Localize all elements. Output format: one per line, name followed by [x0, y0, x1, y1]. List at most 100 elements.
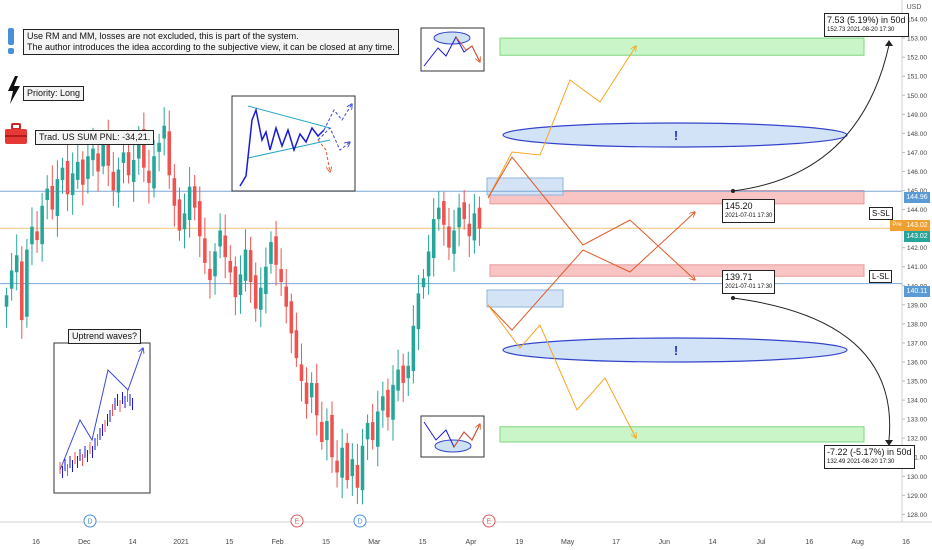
x-tick-label: Dec	[78, 539, 91, 546]
candle	[340, 428, 344, 499]
ellipse-lower	[502, 337, 848, 363]
candle	[228, 245, 233, 285]
y-axis-ticks: 128.00 129.00 130.00 131.00 132.00 133.00 134.…	[902, 17, 927, 519]
y-tick-label: 136.00	[907, 359, 927, 366]
upper-level-price-label: 144.96	[904, 192, 930, 203]
candle	[294, 312, 299, 367]
y-tick-label: 135.00	[907, 379, 927, 386]
exclamation-icon: !	[674, 128, 678, 143]
currency-label: USD	[907, 4, 922, 11]
candle	[381, 381, 385, 428]
y-tick-label: 137.00	[907, 340, 927, 347]
y-tick-label: 153.00	[907, 36, 927, 43]
candle	[365, 414, 370, 461]
lower-anchor-tag: 139.71 2021-07-01 17:30	[722, 270, 776, 294]
candle	[131, 141, 136, 202]
x-tick-label: Jun	[659, 539, 670, 546]
y-tick-label: 150.00	[907, 93, 927, 100]
orange-path-lower	[487, 304, 636, 438]
downside-target-sub: 132.49 2021-08-20 17:30	[827, 459, 895, 465]
lightning-bolt-icon	[8, 76, 20, 104]
candle	[60, 157, 65, 194]
uptrend-note: Uptrend waves?	[68, 329, 142, 344]
x-tick-label: 16	[902, 539, 910, 546]
x-tick-label: Feb	[272, 539, 284, 546]
earnings-marker[interactable]: E	[290, 514, 304, 528]
dividend-marker[interactable]: D	[83, 514, 97, 528]
candle	[259, 267, 263, 328]
exclamation-icon: !	[674, 343, 678, 358]
x-tick-label: 2021	[173, 539, 189, 546]
triangle-pattern-box	[231, 95, 356, 192]
y-tick-label: 131.00	[907, 455, 927, 462]
candle	[370, 404, 375, 450]
candle	[401, 353, 405, 402]
candle	[121, 138, 126, 184]
upper-anchor-time: 2021-07-01 17:30	[725, 213, 773, 219]
lower-anchor-time: 2021-07-01 17:30	[725, 284, 773, 290]
candle	[238, 255, 243, 314]
x-tick-label: 16	[32, 539, 40, 546]
candle	[162, 107, 166, 156]
blue-zone-lower	[486, 289, 564, 308]
target-marker-up	[885, 40, 893, 46]
dividend-marker[interactable]: D	[353, 514, 367, 528]
y-tick-label: 129.00	[907, 493, 927, 500]
system-note: Use RM and MM, losses are not excluded, …	[23, 29, 399, 55]
y-tick-label: 139.00	[907, 302, 927, 309]
exclamation-icon	[8, 28, 14, 54]
last-price-label: 143.02	[904, 231, 930, 242]
x-tick-label: 17	[612, 539, 620, 546]
candle	[25, 238, 29, 328]
candle	[86, 138, 90, 194]
candle	[431, 198, 436, 277]
candle	[350, 443, 355, 497]
candle	[355, 444, 360, 505]
red-path-upper	[487, 156, 695, 280]
red-path-lower	[487, 212, 695, 331]
y-tick-label: 134.00	[907, 398, 927, 405]
x-axis-ticks: 16 Dec 14 2021 15 Feb 15 Mar 15 Apr 19 May 17 Jun 14 Ju…	[32, 539, 910, 546]
candle	[360, 428, 365, 505]
long-stop-loss-tag: L-SL	[869, 270, 892, 283]
candle	[264, 247, 268, 314]
y-tick-label: 130.00	[907, 474, 927, 481]
candle	[172, 164, 177, 227]
candle	[452, 209, 456, 272]
briefcase-icon	[5, 123, 27, 144]
candle	[320, 401, 324, 450]
y-tick-label: 133.00	[907, 417, 927, 424]
candle	[309, 372, 314, 414]
candle	[9, 252, 14, 301]
candle	[4, 287, 9, 328]
candle	[233, 256, 238, 316]
lower-level-price-label: 140.11	[904, 286, 930, 297]
y-tick-label: 138.00	[907, 321, 927, 328]
short-stop-loss-tag: S-SL	[869, 207, 893, 220]
candle	[345, 433, 350, 489]
x-tick-label: 15	[225, 539, 233, 546]
pnl-note: Trad. US SUM PNL: -34,21.	[35, 130, 155, 145]
candle	[299, 343, 304, 402]
candle	[457, 193, 461, 247]
candles	[4, 107, 482, 505]
candle	[289, 293, 294, 354]
x-tick-label: May	[561, 539, 575, 546]
candle	[45, 175, 50, 220]
downside-target-tag: -7.22 (-5.17%) in 50d 132.49 2021-08-20 …	[824, 445, 915, 469]
candle	[477, 196, 482, 246]
x-tick-label: 15	[419, 539, 427, 546]
candle	[243, 229, 248, 292]
pre-market-price-label: 143.02	[904, 220, 930, 231]
candle	[284, 268, 289, 324]
earnings-marker[interactable]: E	[482, 514, 496, 528]
target-curve-down	[732, 297, 891, 441]
candle	[147, 149, 151, 204]
candle	[442, 191, 446, 246]
y-tick-label: 151.00	[907, 74, 927, 81]
candle	[406, 351, 411, 397]
candle	[65, 145, 70, 212]
y-tick-label: 128.00	[907, 512, 927, 519]
